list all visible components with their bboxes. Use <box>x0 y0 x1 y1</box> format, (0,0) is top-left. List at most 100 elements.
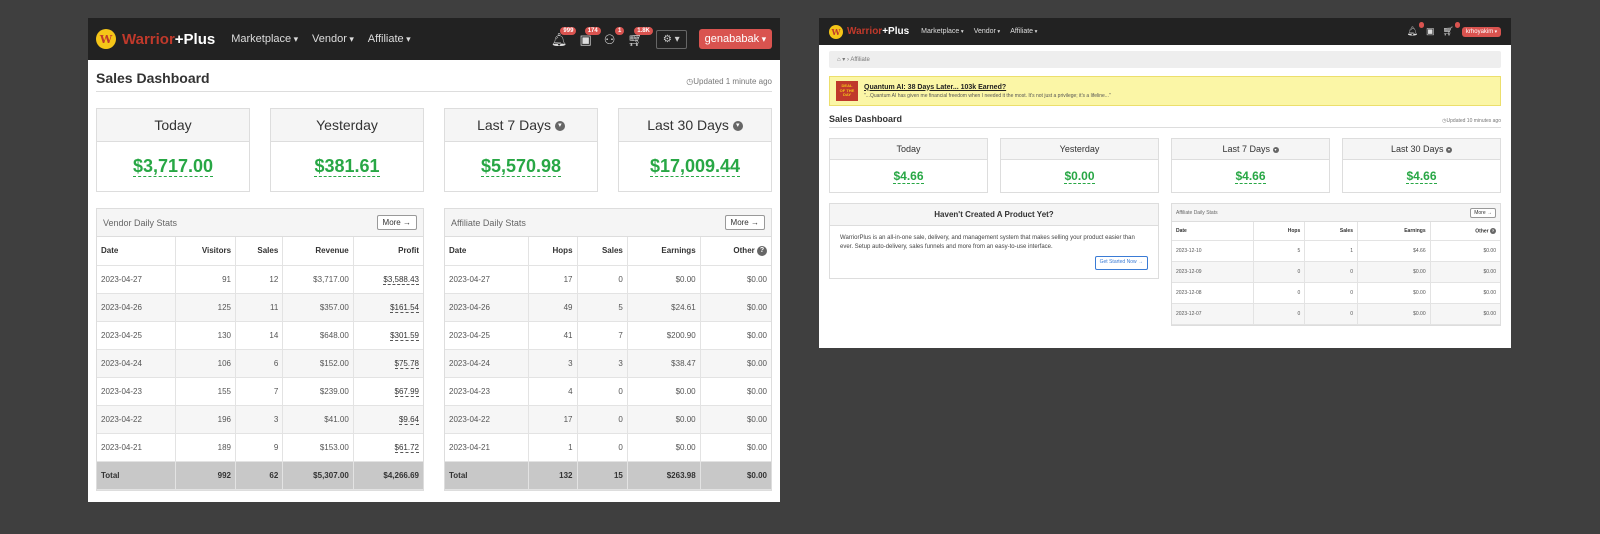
table-cell: $41.00 <box>282 405 354 434</box>
table-cell: 17 <box>528 405 578 434</box>
table-cell: 106 <box>175 349 237 378</box>
card-label: Last 30 Days <box>647 117 729 133</box>
table-cell: $0.00 <box>700 377 771 406</box>
table-cell: 3 <box>528 349 578 378</box>
column-header-other: Other ? <box>700 237 771 266</box>
table-row: 2023-04-21 1 0 $0.00 $0.00 <box>445 433 771 462</box>
table-cell: 17 <box>528 265 578 294</box>
table-cell: 2023-04-25 <box>97 321 176 350</box>
deal-title-link[interactable]: Quantum AI: 38 Days Later... 103k Earned… <box>864 83 1007 91</box>
card-label: Yesterday <box>271 109 423 142</box>
table-cell: $301.59 <box>353 321 423 350</box>
total-cell: Total <box>445 461 529 490</box>
question-circle-icon[interactable]: ? <box>1490 227 1496 234</box>
menu-vendor[interactable]: Vendor <box>974 28 1001 35</box>
total-row: Total 132 15 $263.98 $0.00 <box>445 461 771 490</box>
money-icon[interactable]: ▣ 174 <box>579 26 601 46</box>
question-circle-icon[interactable]: ? <box>757 245 767 256</box>
users-badge: 1 <box>615 26 625 35</box>
table-cell: 41 <box>528 321 578 350</box>
screenshot-affiliate-dashboard: W Warrior+Plus Marketplace Vendor Affili… <box>819 18 1511 348</box>
updated-timestamp: Updated 10 minutes ago <box>1442 118 1501 124</box>
chevron-down-circle-icon[interactable]: ▾ <box>732 121 743 132</box>
table-cell: 2023-04-22 <box>445 405 529 434</box>
card-value: $3,717.00 <box>132 156 214 177</box>
money-icon[interactable]: ▣ <box>1425 26 1435 36</box>
vendor-more-button[interactable]: More <box>376 215 417 230</box>
menu-affiliate[interactable]: Affiliate <box>1010 28 1037 35</box>
card-value: $5,570.98 <box>480 156 562 177</box>
profit-value[interactable]: $67.99 <box>394 386 419 397</box>
menu-affiliate[interactable]: Affiliate <box>368 33 411 45</box>
table-row: 2023-04-21 189 9 $153.00 $61.72 <box>97 433 423 462</box>
table-cell: 2023-12-09 <box>1172 261 1254 283</box>
chevron-down-circle-icon[interactable]: ▾ <box>1272 146 1279 153</box>
table-row: 2023-04-25 130 14 $648.00 $301.59 <box>97 321 423 350</box>
profit-value[interactable]: $61.72 <box>394 442 419 453</box>
card-label: Last 7 Days <box>1222 144 1270 154</box>
warriorplus-logo[interactable]: W Warrior +Plus <box>96 29 215 49</box>
table-cell: 0 <box>577 433 628 462</box>
user-menu-button[interactable]: krhoyakim <box>1461 26 1501 37</box>
table-cell: 0 <box>577 377 628 406</box>
column-header: Date <box>97 237 176 266</box>
warriorplus-logo[interactable]: W Warrior +Plus <box>829 24 909 39</box>
table-cell: $67.99 <box>353 377 423 406</box>
table-cell: 2023-12-07 <box>1172 303 1254 325</box>
card-label: Today <box>830 139 987 160</box>
panel-title: Affiliate Daily Stats <box>451 217 526 228</box>
chevron-down-circle-icon[interactable]: ▾ <box>1446 146 1453 153</box>
table-cell: 2023-04-26 <box>445 293 529 322</box>
table-cell: 0 <box>1253 261 1306 283</box>
profit-value[interactable]: $161.54 <box>390 302 419 313</box>
table-cell: $357.00 <box>282 293 354 322</box>
cart-icon[interactable]: 🛒︎ 1.8K <box>627 26 653 46</box>
affiliate-stats-table: Date Hops Sales Earnings Other ? 2023-12-10 5… <box>1172 222 1500 325</box>
total-cell: 132 <box>528 461 578 490</box>
menu-vendor[interactable]: Vendor <box>312 33 354 45</box>
table-row: 2023-12-08 0 0 $0.00 $0.00 <box>1172 282 1500 304</box>
table-cell: 125 <box>175 293 237 322</box>
table-cell: 7 <box>235 377 284 406</box>
table-row: 2023-12-07 0 0 $0.00 $0.00 <box>1172 303 1500 325</box>
column-header: Earnings <box>627 237 701 266</box>
table-cell: $0.00 <box>700 293 771 322</box>
affiliate-more-button[interactable]: More <box>724 215 765 230</box>
affiliate-more-button[interactable]: More <box>1470 207 1496 218</box>
table-cell: 7 <box>577 321 628 350</box>
chevron-down-circle-icon[interactable]: ▾ <box>554 121 565 132</box>
profit-value[interactable]: $3,588.43 <box>383 274 419 285</box>
menu-marketplace[interactable]: Marketplace <box>921 28 964 35</box>
table-cell: 196 <box>175 405 237 434</box>
card-value: $4.66 <box>1406 169 1437 184</box>
table-cell: 2023-04-21 <box>97 433 176 462</box>
table-cell: 12 <box>235 265 284 294</box>
table-cell: $0.00 <box>1430 282 1500 304</box>
notifications-bell-icon[interactable]: 🔔︎ 999 <box>551 26 577 46</box>
settings-gear-icon[interactable]: ⚙ ▾ <box>655 29 687 49</box>
table-cell: $9.64 <box>353 405 423 434</box>
column-header: Sales <box>577 237 628 266</box>
table-cell: 130 <box>175 321 237 350</box>
menu-marketplace[interactable]: Marketplace <box>231 33 298 45</box>
card-value: $0.00 <box>1064 169 1095 184</box>
updated-timestamp: Updated 1 minute ago <box>686 77 772 86</box>
table-cell: 2023-04-23 <box>97 377 176 406</box>
table-cell: $153.00 <box>282 433 354 462</box>
table-cell: 0 <box>1253 282 1306 304</box>
profit-value[interactable]: $75.78 <box>394 358 419 369</box>
deal-of-the-day-banner[interactable]: DEAL OF THE DAY Quantum AI: 38 Days Later.… <box>829 76 1501 106</box>
profit-value[interactable]: $301.59 <box>390 330 419 341</box>
logo-icon: W <box>829 24 843 39</box>
get-started-button[interactable]: Get Started Now <box>1094 256 1148 270</box>
user-menu-button[interactable]: genababak <box>698 29 772 49</box>
profit-value[interactable]: $9.64 <box>398 414 419 425</box>
notifications-bell-icon[interactable]: 🔔︎ <box>1407 22 1424 36</box>
breadcrumb-affiliate[interactable]: Affiliate <box>850 57 870 63</box>
table-cell: $0.00 <box>1357 261 1431 283</box>
cart-icon[interactable]: 🛒︎ <box>1442 22 1460 36</box>
home-icon[interactable]: ⌂ ▾ <box>837 57 846 63</box>
table-cell: $4.66 <box>1357 240 1431 262</box>
users-icon[interactable]: ⚇ 1 <box>604 26 625 46</box>
table-cell: 189 <box>175 433 237 462</box>
